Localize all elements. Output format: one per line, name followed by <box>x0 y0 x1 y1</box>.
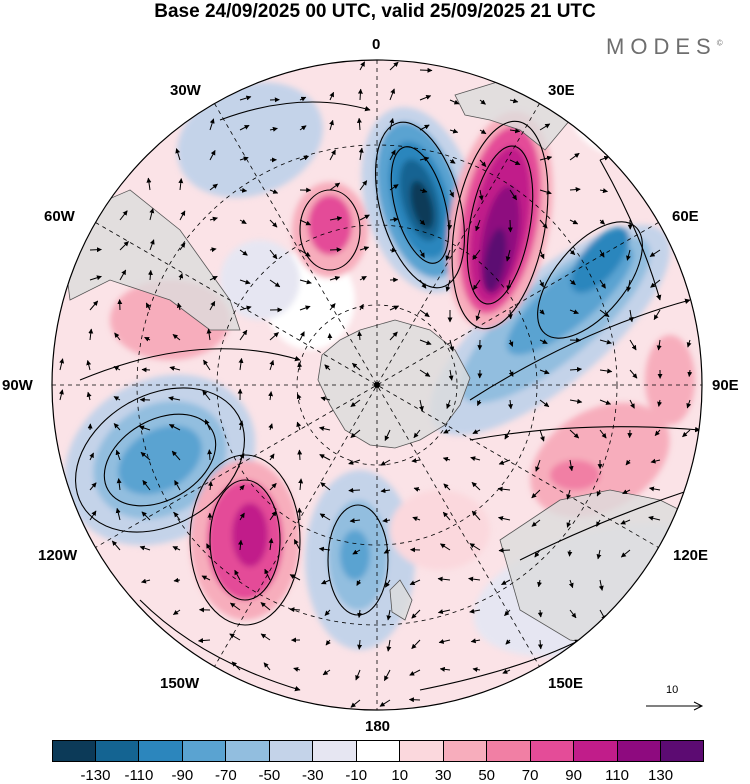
meridian-label-150w: 150W <box>160 675 199 692</box>
legend-bin <box>357 740 401 762</box>
wind-vector <box>510 310 511 319</box>
wind-vector <box>90 250 101 251</box>
meridian-label-60w: 60W <box>44 208 75 225</box>
legend-bin <box>270 740 314 762</box>
legend-bin <box>618 740 662 762</box>
wind-vector <box>349 490 360 491</box>
map-disc <box>33 50 741 730</box>
legend-bin <box>574 740 618 762</box>
legend-bin <box>139 740 183 762</box>
meridian-label-90e: 90E <box>712 377 739 394</box>
meridian-label-60e: 60E <box>672 208 699 225</box>
wind-vector <box>390 250 396 251</box>
legend-bin <box>96 740 140 762</box>
wind-vector <box>449 220 450 230</box>
wind-vector <box>510 220 511 232</box>
wind-vector <box>142 370 150 371</box>
wind-vector <box>409 700 420 701</box>
south-pole-marker <box>374 382 380 388</box>
legend-bin <box>183 740 227 762</box>
wind-vector <box>209 450 210 460</box>
legend-bin <box>444 740 488 762</box>
reference-vector: 10 <box>642 684 706 714</box>
wind-vector <box>299 450 300 460</box>
legend-bin <box>52 740 96 762</box>
legend-bin <box>313 740 357 762</box>
color-legend <box>52 740 704 762</box>
wind-vector <box>360 89 361 100</box>
meridian-label-180: 180 <box>365 718 390 735</box>
legend-bin <box>400 740 444 762</box>
meridian-label-120w: 120W <box>38 547 77 564</box>
legend-bin <box>531 740 575 762</box>
wind-vector <box>499 550 510 551</box>
reference-arrow <box>642 684 706 714</box>
wind-vector <box>420 70 432 71</box>
meridian-label-0: 0 <box>372 36 380 53</box>
meridian-label-120e: 120E <box>673 547 708 564</box>
wind-vector <box>330 250 341 251</box>
meridian-label-90w: 90W <box>2 377 33 394</box>
wind-vector <box>570 550 571 556</box>
legend-bin <box>226 740 270 762</box>
legend-bin <box>661 740 704 762</box>
meridian-label-30e: 30E <box>548 82 575 99</box>
wind-vector <box>299 508 300 520</box>
meridian-label-150e: 150E <box>548 675 583 692</box>
legend-tick-label: 130 <box>636 767 686 784</box>
meridian-label-30w: 30W <box>170 82 201 99</box>
legend-bin <box>487 740 531 762</box>
